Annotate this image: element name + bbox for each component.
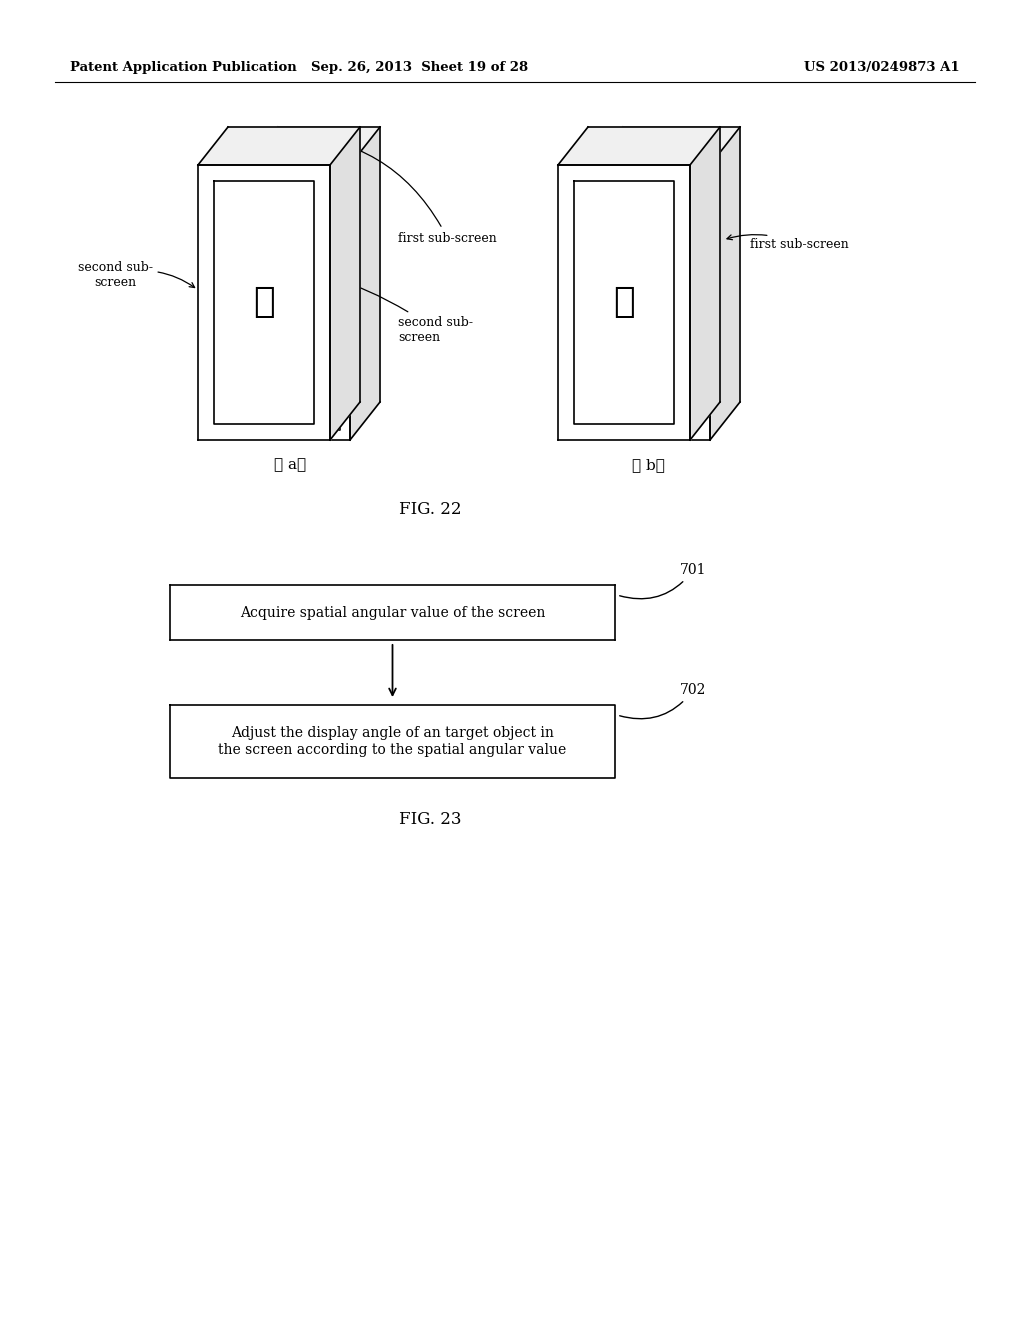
Polygon shape [574,181,674,424]
Text: 701: 701 [620,564,707,599]
Polygon shape [558,165,690,440]
Polygon shape [214,181,314,424]
Polygon shape [593,165,710,440]
Polygon shape [258,176,340,430]
Polygon shape [198,165,330,440]
Polygon shape [350,127,380,440]
Polygon shape [330,127,360,440]
Text: first sub-screen: first sub-screen [727,235,849,252]
Text: second sub-
screen: second sub- screen [78,261,195,289]
Text: 正: 正 [613,285,635,319]
Text: FIG. 22: FIG. 22 [398,502,461,519]
Polygon shape [710,127,740,440]
Polygon shape [690,127,720,440]
Text: ① b②: ① b② [632,458,665,473]
Text: FIG. 23: FIG. 23 [398,812,461,829]
Text: ① a②: ① a② [274,458,306,473]
Text: first sub-screen: first sub-screen [287,133,497,244]
Polygon shape [558,127,720,165]
Polygon shape [198,127,360,165]
Text: 702: 702 [620,682,707,719]
Text: Acquire spatial angular value of the screen: Acquire spatial angular value of the scr… [240,606,545,619]
Text: Patent Application Publication: Patent Application Publication [70,62,297,74]
Polygon shape [248,127,380,165]
Text: 正: 正 [253,285,274,319]
Polygon shape [593,127,740,165]
Text: Adjust the display angle of an target object in
the screen according to the spat: Adjust the display angle of an target ob… [218,726,566,756]
Polygon shape [248,165,350,440]
Text: US 2013/0249873 A1: US 2013/0249873 A1 [805,62,961,74]
Text: Sep. 26, 2013  Sheet 19 of 28: Sep. 26, 2013 Sheet 19 of 28 [311,62,528,74]
Text: second sub-
screen: second sub- screen [238,257,473,345]
